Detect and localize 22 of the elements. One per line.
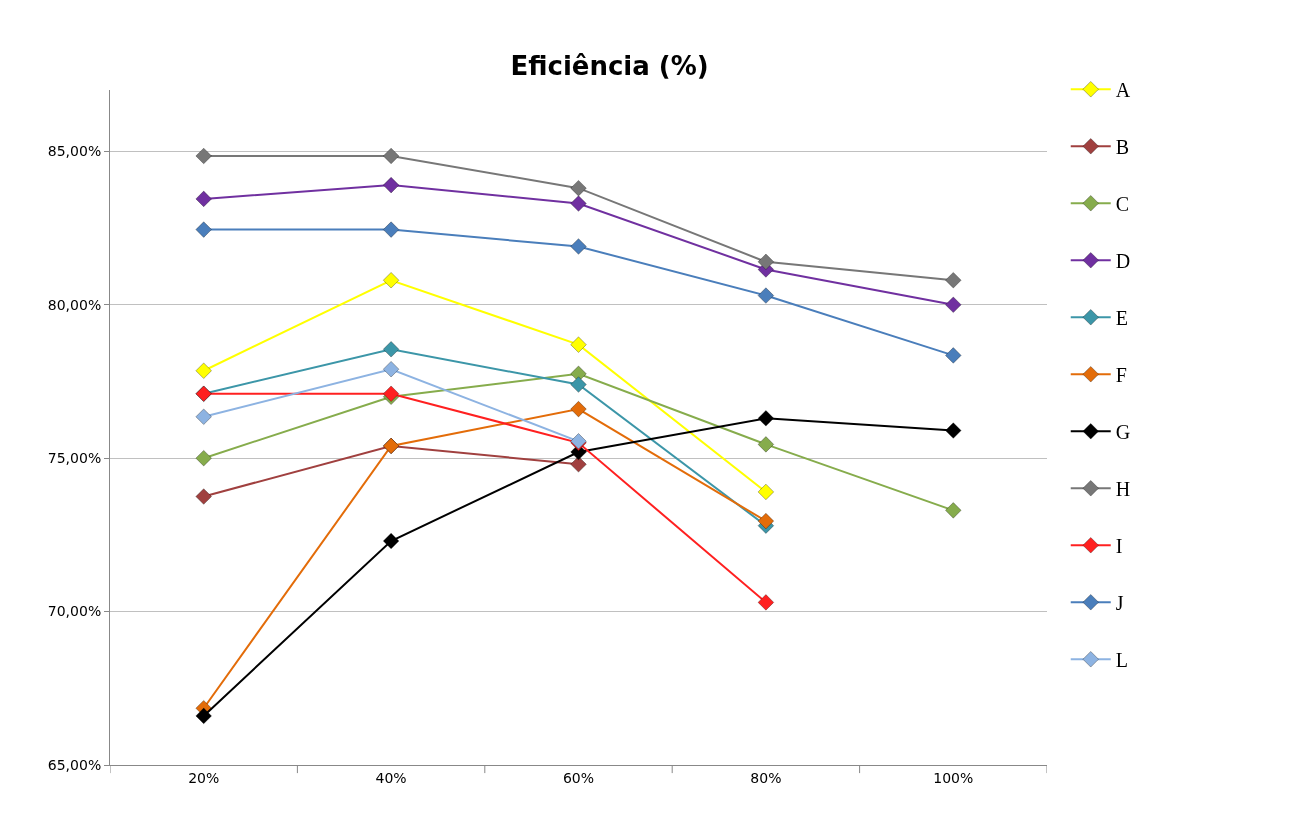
x-tick-label: 60% <box>562 769 595 786</box>
legend-label: I <box>1115 535 1123 558</box>
legend-label: E <box>1115 307 1128 330</box>
x-tick-label: 20% <box>188 769 220 786</box>
legend-label: H <box>1115 478 1131 501</box>
chart-title: Eficiência (%) <box>510 51 709 82</box>
y-tick-label: 65,00% <box>47 756 102 773</box>
y-tick-label: 80,00% <box>47 296 102 313</box>
legend-label: B <box>1115 136 1130 159</box>
legend-label: G <box>1115 421 1131 444</box>
legend-label: D <box>1115 250 1131 273</box>
y-tick-label: 85,00% <box>47 143 102 160</box>
legend-label: C <box>1115 193 1130 216</box>
x-tick-label: 100% <box>933 769 974 786</box>
y-tick-label: 70,00% <box>47 603 102 620</box>
x-tick-label: 40% <box>375 769 407 786</box>
x-tick-label: 80% <box>750 769 782 786</box>
legend-label: A <box>1115 79 1131 102</box>
legend-label: F <box>1115 364 1127 387</box>
y-tick-label: 75,00% <box>47 450 102 467</box>
legend-label: L <box>1115 649 1128 672</box>
legend-label: J <box>1115 592 1124 615</box>
